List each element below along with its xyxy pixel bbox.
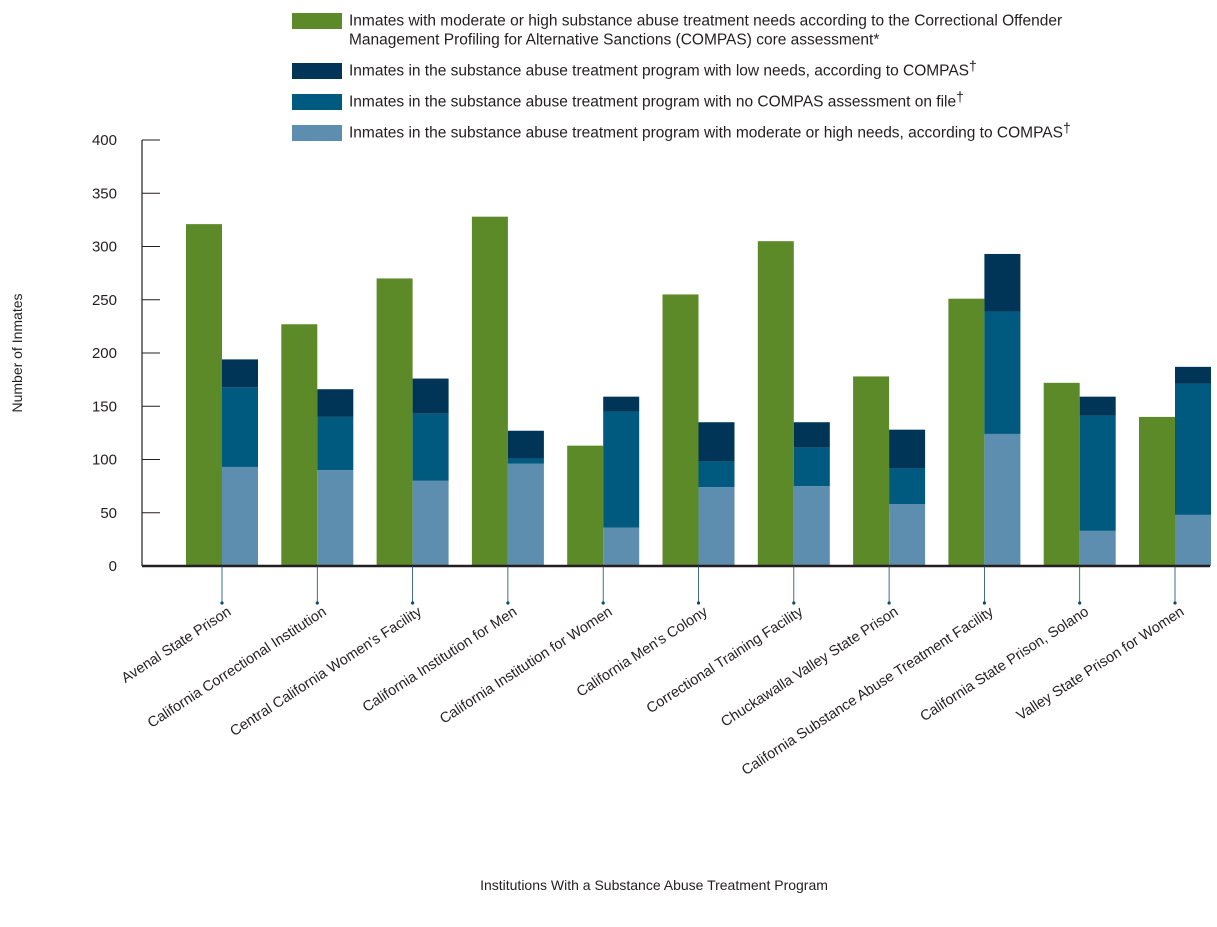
bar-program-segment-2 <box>222 387 258 467</box>
bar-needs <box>1139 416 1175 566</box>
bar-needs <box>281 324 318 566</box>
bar-program-segment-3 <box>698 422 735 462</box>
x-category-label: Chuckawalla Valley State Prison <box>718 604 901 731</box>
x-category-label: Central California Women's Facility <box>227 604 425 740</box>
bar-needs <box>376 278 413 566</box>
bar-program-segment-3 <box>412 378 449 414</box>
y-tick-label: 200 <box>92 345 117 362</box>
bar-program-segment-2 <box>1175 383 1211 515</box>
x-category-label: California Correctional Institution <box>145 604 329 732</box>
y-tick-label: 300 <box>92 239 117 256</box>
x-leader-dot <box>1173 601 1177 605</box>
bar-program-segment-1 <box>1175 514 1211 566</box>
bar-program-segment-1 <box>412 480 449 566</box>
bar-program-segment-2 <box>412 413 449 481</box>
bar-needs <box>1043 382 1080 566</box>
bar-program-segment-3 <box>603 396 640 412</box>
bar-program-segment-2 <box>507 458 544 464</box>
legend-swatch <box>292 63 342 79</box>
legend-label-line2: Management Profiling for Alternative San… <box>349 32 879 49</box>
y-tick-label: 100 <box>92 452 117 469</box>
y-tick-label: 150 <box>92 398 117 415</box>
bar-program-segment-2 <box>889 468 926 505</box>
bar-program-segment-2 <box>793 447 830 487</box>
x-leader-dot <box>696 601 701 605</box>
bar-needs <box>567 445 604 566</box>
legend-swatch <box>292 13 342 29</box>
legend-label-text: Inmates in the substance abuse treatment… <box>349 94 956 111</box>
x-leader-dot <box>887 601 891 605</box>
bar-needs <box>662 294 699 566</box>
y-tick-label: 0 <box>109 558 117 575</box>
x-leader-dot <box>506 601 510 605</box>
bar-program-segment-1 <box>698 487 735 566</box>
bar-program-segment-2 <box>984 311 1021 434</box>
bar-program-segment-3 <box>507 430 544 459</box>
y-tick-label: 400 <box>92 132 117 149</box>
bar-program-segment-3 <box>222 359 258 388</box>
x-leader-dot <box>1078 601 1082 605</box>
x-category-label: California Institution for Men <box>360 604 520 716</box>
bar-program-segment-1 <box>889 504 926 566</box>
y-axis: 0 50 100 150 200 250 300 350 400 <box>92 132 160 575</box>
bar-program-segment-3 <box>1175 366 1211 384</box>
x-category-label: Correctional Training Facility <box>644 604 807 717</box>
x-axis-title: Institutions With a Substance Abuse Trea… <box>480 877 828 893</box>
x-leader-dot <box>411 601 415 605</box>
legend: Inmates with moderate or high substance … <box>292 13 1071 142</box>
x-category-label: California Institution for Women <box>437 604 615 727</box>
legend-label: Inmates in the substance abuse treatment… <box>349 120 1071 142</box>
x-leader-dot <box>792 601 796 605</box>
bar-program-segment-2 <box>603 411 640 528</box>
legend-label-text: Inmates with moderate or high substance … <box>349 13 1062 30</box>
y-tick-label: 250 <box>92 292 117 309</box>
bar-program-segment-1 <box>984 433 1021 566</box>
bar-program-segment-3 <box>793 422 830 448</box>
bar-needs <box>186 224 222 566</box>
x-leader-dot <box>315 601 319 605</box>
legend-dagger: † <box>956 89 964 105</box>
bar-needs <box>948 298 985 566</box>
bar-program-segment-3 <box>984 253 1021 312</box>
bar-program-segment-1 <box>603 527 640 566</box>
bar-program-segment-2 <box>317 416 354 471</box>
bar-needs <box>853 376 890 566</box>
legend-label: Inmates in the substance abuse treatment… <box>349 58 977 80</box>
y-tick-label: 50 <box>100 505 117 522</box>
bar-needs <box>471 216 508 566</box>
x-leader-dot <box>220 601 224 605</box>
bar-program-segment-3 <box>1079 396 1116 416</box>
legend-swatch <box>292 125 342 141</box>
x-leader-dot <box>982 601 987 605</box>
legend-label-text: Inmates in the substance abuse treatment… <box>349 63 969 80</box>
bar-program-segment-1 <box>793 486 830 566</box>
legend-dagger: † <box>1063 120 1071 136</box>
bar-program-segment-1 <box>1079 530 1116 566</box>
x-category-label: Valley State Prison for Women <box>1014 604 1187 724</box>
legend-label-text: Inmates in the substance abuse treatment… <box>349 125 1063 142</box>
y-axis-title: Number of Inmates <box>9 293 25 412</box>
bar-program-segment-3 <box>889 429 926 469</box>
y-tick-label: 350 <box>92 185 117 202</box>
x-category-label: California State Prison, Solano <box>918 604 1092 725</box>
bar-program-segment-1 <box>222 466 258 566</box>
bar-needs <box>757 241 794 567</box>
bar-program-segment-1 <box>507 463 544 566</box>
bars <box>186 216 1211 567</box>
legend-dagger: † <box>969 58 977 74</box>
legend-swatch <box>292 94 342 110</box>
bar-program-segment-1 <box>317 470 354 566</box>
bar-program-segment-2 <box>698 461 735 488</box>
legend-label: Inmates with moderate or high substance … <box>349 13 1062 30</box>
legend-label: Inmates in the substance abuse treatment… <box>349 89 964 111</box>
bar-program-segment-3 <box>317 389 354 417</box>
x-leader-dot <box>601 601 605 605</box>
bar-program-segment-2 <box>1079 415 1116 531</box>
